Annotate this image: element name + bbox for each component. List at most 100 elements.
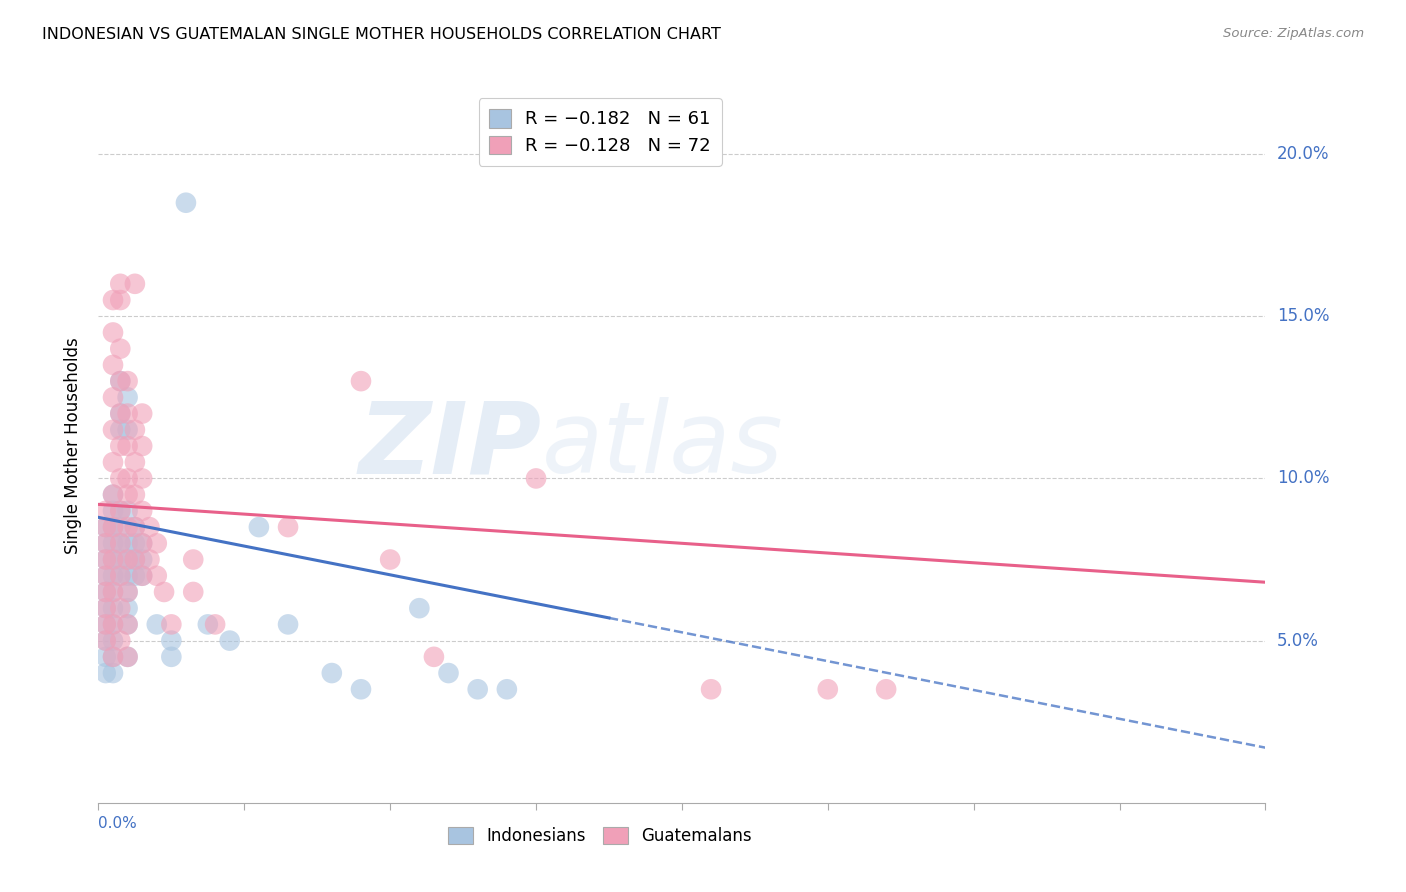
Point — [117, 439, 139, 453]
Point — [124, 520, 146, 534]
Point — [160, 633, 183, 648]
Point — [94, 617, 117, 632]
Point — [131, 568, 153, 582]
Point — [181, 585, 204, 599]
Point — [101, 601, 124, 615]
Point — [94, 520, 117, 534]
Text: 10.0%: 10.0% — [1277, 469, 1330, 487]
Point — [117, 488, 139, 502]
Point — [131, 504, 153, 518]
Point — [101, 488, 124, 502]
Point — [437, 666, 460, 681]
Point — [117, 374, 139, 388]
Point — [146, 536, 169, 550]
Point — [101, 358, 124, 372]
Point — [174, 195, 197, 210]
Point — [94, 520, 117, 534]
Point — [197, 617, 219, 632]
Point — [101, 488, 124, 502]
Point — [110, 342, 132, 356]
Point — [101, 455, 124, 469]
Point — [131, 536, 153, 550]
Point — [110, 536, 132, 550]
Point — [117, 617, 139, 632]
Point — [94, 536, 117, 550]
Point — [423, 649, 446, 664]
Point — [321, 666, 343, 681]
Point — [117, 649, 139, 664]
Point — [160, 617, 183, 632]
Point — [101, 585, 124, 599]
Legend: Indonesians, Guatemalans: Indonesians, Guatemalans — [441, 820, 759, 852]
Point — [524, 471, 547, 485]
Point — [117, 617, 139, 632]
Point — [124, 520, 146, 534]
Point — [495, 682, 517, 697]
Point — [117, 536, 139, 550]
Point — [101, 649, 124, 664]
Point — [204, 617, 226, 632]
Point — [101, 326, 124, 340]
Point — [138, 520, 160, 534]
Text: atlas: atlas — [541, 398, 783, 494]
Point — [218, 633, 240, 648]
Point — [101, 568, 124, 582]
Text: Source: ZipAtlas.com: Source: ZipAtlas.com — [1223, 27, 1364, 40]
Point — [101, 649, 124, 664]
Point — [117, 601, 139, 615]
Point — [117, 568, 139, 582]
Point — [110, 293, 132, 307]
Point — [101, 390, 124, 404]
Point — [101, 520, 124, 534]
Point — [117, 552, 139, 566]
Point — [110, 568, 132, 582]
Point — [110, 633, 132, 648]
Point — [700, 682, 723, 697]
Point — [94, 666, 117, 681]
Point — [110, 374, 132, 388]
Point — [101, 536, 124, 550]
Point — [110, 374, 132, 388]
Point — [117, 585, 139, 599]
Point — [101, 617, 124, 632]
Point — [124, 423, 146, 437]
Point — [110, 520, 132, 534]
Point — [110, 568, 132, 582]
Point — [110, 601, 132, 615]
Point — [117, 390, 139, 404]
Point — [277, 617, 299, 632]
Point — [101, 520, 124, 534]
Point — [101, 552, 124, 566]
Point — [94, 601, 117, 615]
Point — [131, 407, 153, 421]
Y-axis label: Single Mother Households: Single Mother Households — [65, 338, 83, 554]
Point — [131, 568, 153, 582]
Point — [101, 504, 124, 518]
Text: ZIP: ZIP — [359, 398, 541, 494]
Point — [153, 585, 176, 599]
Point — [94, 649, 117, 664]
Point — [350, 374, 373, 388]
Text: 0.0%: 0.0% — [98, 815, 138, 830]
Point — [124, 552, 146, 566]
Text: INDONESIAN VS GUATEMALAN SINGLE MOTHER HOUSEHOLDS CORRELATION CHART: INDONESIAN VS GUATEMALAN SINGLE MOTHER H… — [42, 27, 721, 42]
Point — [94, 633, 117, 648]
Text: 5.0%: 5.0% — [1277, 632, 1319, 649]
Point — [110, 423, 132, 437]
Point — [247, 520, 270, 534]
Point — [94, 552, 117, 566]
Point — [117, 471, 139, 485]
Point — [124, 277, 146, 291]
Point — [131, 536, 153, 550]
Point — [101, 423, 124, 437]
Point — [94, 585, 117, 599]
Point — [408, 601, 430, 615]
Point — [131, 439, 153, 453]
Point — [94, 504, 117, 518]
Point — [124, 488, 146, 502]
Text: 15.0%: 15.0% — [1277, 307, 1330, 326]
Point — [110, 504, 132, 518]
Point — [110, 439, 132, 453]
Point — [101, 617, 124, 632]
Point — [101, 585, 124, 599]
